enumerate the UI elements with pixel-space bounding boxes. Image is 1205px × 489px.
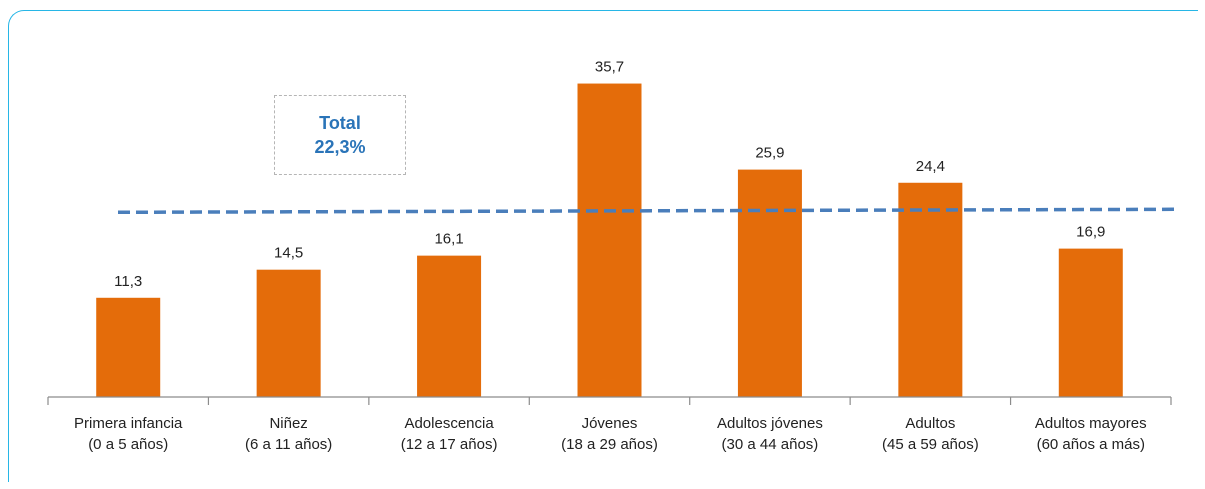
bar (96, 297, 161, 397)
category-label: Niñez (269, 415, 307, 432)
category-label: (45 a 59 años) (882, 436, 979, 453)
category-label: Adultos (905, 415, 955, 432)
category-label: Primera infancia (74, 415, 183, 432)
chart-frame (8, 10, 1198, 482)
category-label: Jóvenes (582, 415, 638, 432)
bar-value-label: 24,4 (916, 158, 945, 175)
bar-value-label: 16,1 (434, 231, 463, 248)
bar-value-label: 16,9 (1076, 224, 1105, 241)
category-label: Adultos jóvenes (717, 415, 823, 432)
bar-value-label: 11,3 (114, 273, 142, 290)
bar (737, 169, 802, 397)
bar-value-label: 14,5 (274, 245, 303, 262)
bar-value-label: 35,7 (595, 59, 624, 76)
category-label: (60 años a más) (1037, 436, 1145, 453)
total-box-value: 22,3% (314, 137, 366, 157)
bar (1058, 248, 1123, 397)
category-label: (6 a 11 años) (245, 436, 332, 453)
bar (577, 83, 642, 397)
bar-value-label: 25,9 (755, 145, 784, 162)
bar (417, 255, 482, 397)
category-label: (18 a 29 años) (561, 436, 658, 453)
category-label: Adolescencia (404, 415, 494, 432)
total-box: Total 22,3% (274, 95, 406, 175)
total-reference-line (117, 207, 1179, 215)
bar (256, 269, 321, 397)
category-label: (0 a 5 años) (88, 436, 168, 453)
bar (898, 182, 963, 397)
category-label: (30 a 44 años) (722, 436, 819, 453)
total-box-title: Total (319, 113, 361, 133)
category-label: (12 a 17 años) (401, 436, 498, 453)
category-label: Adultos mayores (1035, 415, 1147, 432)
